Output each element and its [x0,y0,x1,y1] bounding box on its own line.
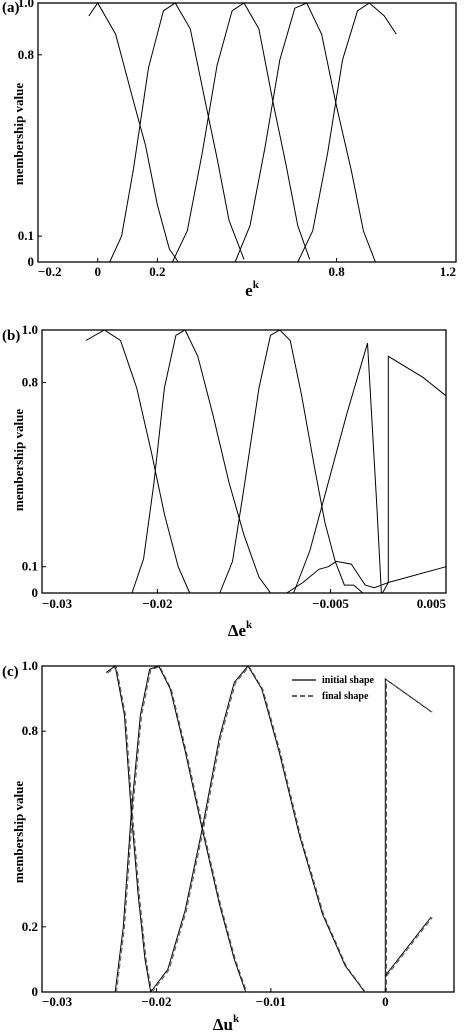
x-tick-label: −0.02 [142,596,172,611]
panel-b-plot-area [41,329,447,594]
panel-a-label: (a) [2,0,20,16]
panel-a-xlabel: ek [245,279,260,300]
x-tick-label: −0.005 [312,596,349,611]
legend-initial-shape: initial shape [322,675,375,686]
membership-curve [384,678,432,992]
panel-a-ylabel: membership value [11,83,26,185]
membership-curve [85,329,191,594]
panel-c-plot-area [41,665,455,993]
panel-a: (a) membership value −0.2 0 0.2 0.8 1.200.10… [2,0,457,300]
panel-b-label: (b) [2,328,20,344]
panel-c-ylabel: membership value [11,781,26,883]
panel-b-ylabel: membership value [11,409,26,511]
x-tick-label: 1.2 [440,264,456,279]
y-tick-label: 0.8 [22,375,39,390]
panel-a-series [88,2,397,263]
panel-b-series [85,329,447,594]
membership-curve [171,2,311,263]
panel-c-legend: initial shape final shape [292,675,375,702]
membership-curve [286,560,447,594]
y-tick-label: 0.8 [18,47,35,62]
x-tick-label: −0.03 [42,596,73,611]
membership-curve [293,342,382,594]
panel-c-xlabel: Δuk [213,1013,240,1034]
membership-curve [114,665,247,993]
y-tick-label: 0.1 [22,559,38,574]
x-tick-label: 0.005 [417,596,447,611]
panel-c-xlabel-main: Δu [213,1015,233,1034]
panel-b: (b) membership value −0.03 −0.02 −0.005 0.0… [2,322,447,640]
panel-b-xlabel: Δek [228,619,253,640]
x-tick-label: −0.03 [42,994,73,1009]
x-tick-label: −0.2 [38,264,62,279]
final-shape-curve [386,917,433,977]
y-tick-label: 0.2 [22,919,38,934]
y-tick-label: 0.1 [18,228,34,243]
membership-curve [384,916,432,977]
membership-curve [234,2,376,263]
x-tick-label: 0.2 [149,264,165,279]
membership-curve [131,329,271,594]
x-tick-label: 0.8 [328,264,345,279]
membership-curve [382,355,447,594]
y-tick-label: 1.0 [22,658,38,673]
panel-c-ticks: −0.03 −0.02 −0.01 0 0 0.2 0.8 1.0 [22,658,389,1009]
y-tick-label: 0 [32,585,39,600]
membership-curve [219,329,364,594]
panel-a-ticks: −0.2 0 0.2 0.8 1.200.10.81.0 [18,0,457,279]
panel-b-xlabel-main: Δe [228,621,247,640]
panel-a-plot-area [37,2,457,263]
membership-curve [88,2,179,263]
panel-a-xlabel-sup: k [253,279,260,291]
panel-b-xlabel-sup: k [246,619,253,631]
legend-final-shape: final shape [322,691,369,702]
final-shape-curve [115,665,248,993]
panel-b-ticks: −0.03 −0.02 −0.005 0.005 0 0.1 0.8 1.0 [22,322,447,611]
panel-a-xlabel-main: e [245,281,253,300]
panel-c-xlabel-sup: k [233,1013,240,1025]
y-tick-label: 1.0 [22,322,38,337]
y-tick-label: 0.8 [22,723,39,738]
x-tick-label: 0 [382,994,389,1009]
final-shape-curve [151,665,367,993]
panel-c: (c) membership value −0.03 −0.02 −0.01 0 0 0.… [2,658,455,1034]
y-tick-label: 0 [32,984,39,999]
final-shape-curve [386,678,433,993]
panel-c-series [105,665,433,993]
panel-c-label: (c) [2,664,19,680]
y-tick-label: 0 [28,254,35,269]
membership-curve [109,2,245,263]
y-tick-label: 1.0 [18,0,34,10]
x-tick-label: −0.02 [141,994,171,1009]
final-shape-curve [107,665,153,993]
x-tick-label: −0.01 [256,994,286,1009]
membership-curve [150,665,366,993]
x-tick-label: 0 [94,264,101,279]
membership-curve [297,2,397,263]
